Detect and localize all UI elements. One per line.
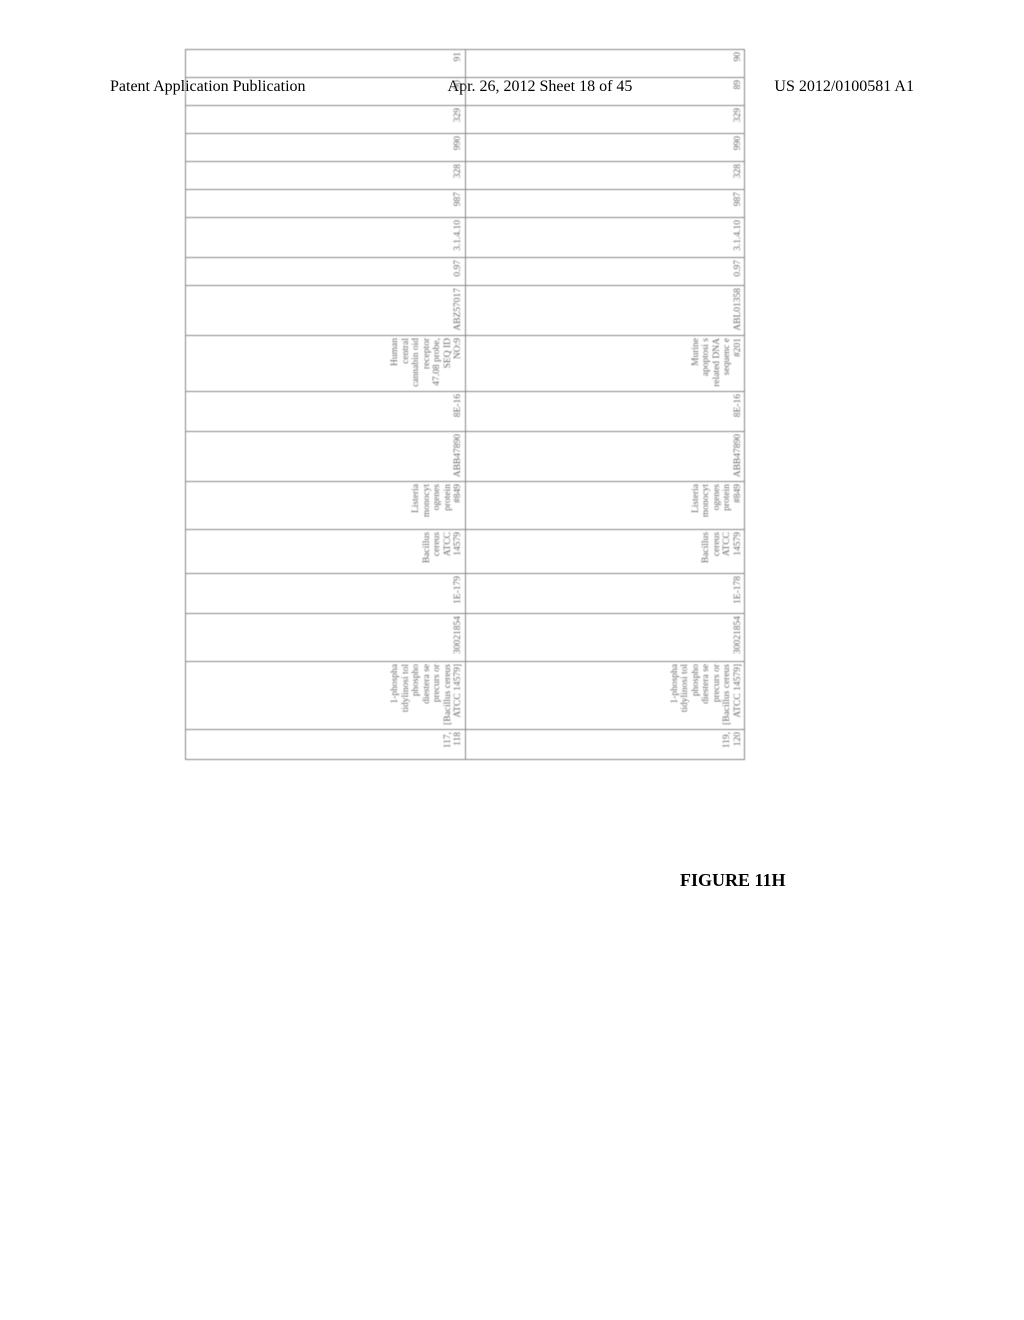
data-table: 117, 118 1-phospha tidylinosi tol phosph…: [185, 49, 745, 760]
cell-acc2: ABZ57017: [186, 286, 466, 336]
figure-label: FIGURE 11H: [680, 870, 786, 891]
cell-ids: 117, 118: [186, 730, 466, 760]
cell-desc: 1-phospha tidylinosi tol phospho diester…: [465, 662, 745, 730]
table-row: 117, 118 1-phospha tidylinosi tol phosph…: [186, 50, 466, 760]
cell-desc: 1-phospha tidylinosi tol phospho diester…: [186, 662, 466, 730]
cell-text: Murine apoptosi s related DNA sequenc e …: [465, 336, 745, 392]
cell-n6: 91: [186, 50, 466, 78]
cell-n3: 990: [186, 134, 466, 162]
header-right: US 2012/0100581 A1: [774, 78, 914, 96]
cell-val-d: 0.97: [186, 258, 466, 286]
cell-text: Human central cannabin oid receptor 47.0…: [186, 336, 466, 392]
cell-n5: 89: [465, 78, 745, 106]
cell-val-a: 30021854: [186, 614, 466, 662]
cell-n1: 987: [186, 190, 466, 218]
cell-org: Bacillus cereus ATCC 14579: [465, 530, 745, 574]
cell-n3: 990: [465, 134, 745, 162]
cell-ec: 3.1.4.10: [186, 218, 466, 258]
cell-val-c: 8E-16: [186, 392, 466, 432]
cell-acc2: ABL01358: [465, 286, 745, 336]
cell-val-b: 1E-178: [465, 574, 745, 614]
cell-n4: 329: [465, 106, 745, 134]
cell-val-a: 30021854: [465, 614, 745, 662]
figure-area: 117, 118 1-phospha tidylinosi tol phosph…: [185, 200, 825, 760]
table-row: 119, 120 1-phospha tidylinosi tol phosph…: [465, 50, 745, 760]
cell-n1: 987: [465, 190, 745, 218]
cell-n6: 90: [465, 50, 745, 78]
cell-org: Bacillus cereus ATCC 14579: [186, 530, 466, 574]
cell-n4: 329: [186, 106, 466, 134]
cell-val-d: 0.97: [465, 258, 745, 286]
cell-protein: Listeria monocyt ogenes protein #849: [465, 482, 745, 530]
cell-n2: 328: [186, 162, 466, 190]
cell-n5: 90: [186, 78, 466, 106]
cell-protein: Listeria monocyt ogenes protein #849: [186, 482, 466, 530]
cell-acc1: ABB47890: [465, 432, 745, 482]
cell-val-c: 8E-16: [465, 392, 745, 432]
cell-acc1: ABB47890: [186, 432, 466, 482]
cell-ec: 3.1.4.10: [465, 218, 745, 258]
cell-n2: 328: [465, 162, 745, 190]
cell-ids: 119, 120: [465, 730, 745, 760]
cell-val-b: 1E-179: [186, 574, 466, 614]
